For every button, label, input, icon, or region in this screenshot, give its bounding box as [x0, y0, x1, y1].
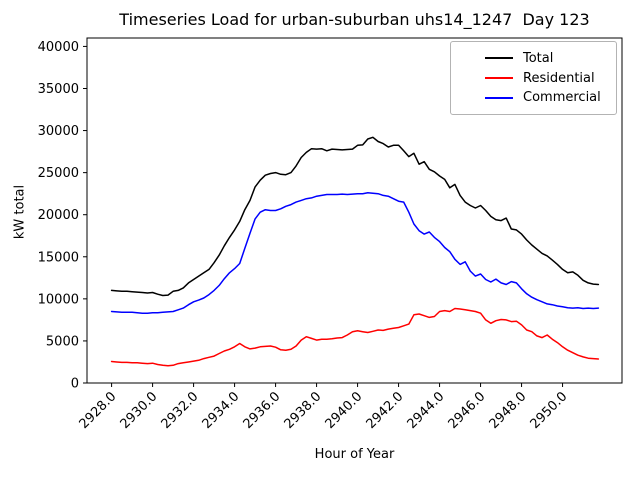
legend-item-commercial: Commercial [485, 91, 610, 104]
x-axis-label: Hour of Year [314, 447, 395, 462]
x-tick-label: 2950.0 [528, 389, 571, 432]
x-tick-label: 2944.0 [405, 389, 448, 432]
x-tick-label: 2930.0 [118, 389, 161, 432]
plot-border [86, 37, 623, 384]
x-tick-label: 2942.0 [364, 389, 407, 432]
x-tick-label: 2934.0 [200, 389, 243, 432]
x-tick-label: 2936.0 [241, 389, 284, 432]
x-tick-label: 2948.0 [487, 389, 530, 432]
x-tick-label: 2946.0 [446, 389, 489, 432]
y-tick-label: 40000 [38, 40, 79, 55]
y-tick-label: 0 [71, 377, 79, 392]
y-tick-label: 15000 [38, 250, 79, 265]
y-axis-label: kW total [12, 184, 28, 240]
legend-line-swatch [485, 57, 513, 60]
legend-label: Commercial [523, 90, 601, 106]
x-tick-label: 2928.0 [77, 389, 120, 432]
legend-label: Total [523, 50, 554, 66]
legend-line-swatch [485, 96, 513, 99]
legend-item-residential: Residential [485, 72, 610, 85]
x-tick-label: 2932.0 [159, 389, 202, 432]
y-tick-label: 5000 [46, 334, 79, 349]
series-line-total [110, 136, 600, 297]
y-tick-label: 25000 [38, 166, 79, 181]
series-line-residential [110, 307, 600, 367]
series-line-commercial [110, 192, 600, 314]
y-tick-label: 30000 [38, 124, 79, 139]
x-tick-label: 2940.0 [323, 389, 366, 432]
y-tick-label: 20000 [38, 208, 79, 223]
y-tick-label: 35000 [38, 82, 79, 97]
legend: Total Residential Commercial [450, 41, 617, 115]
chart-title: Timeseries Load for urban-suburban uhs14… [119, 10, 590, 29]
legend-label: Residential [523, 70, 595, 86]
legend-item-total: Total [485, 52, 610, 65]
y-tick-label: 10000 [38, 292, 79, 307]
legend-line-swatch [485, 77, 513, 79]
x-tick-label: 2938.0 [282, 389, 325, 432]
